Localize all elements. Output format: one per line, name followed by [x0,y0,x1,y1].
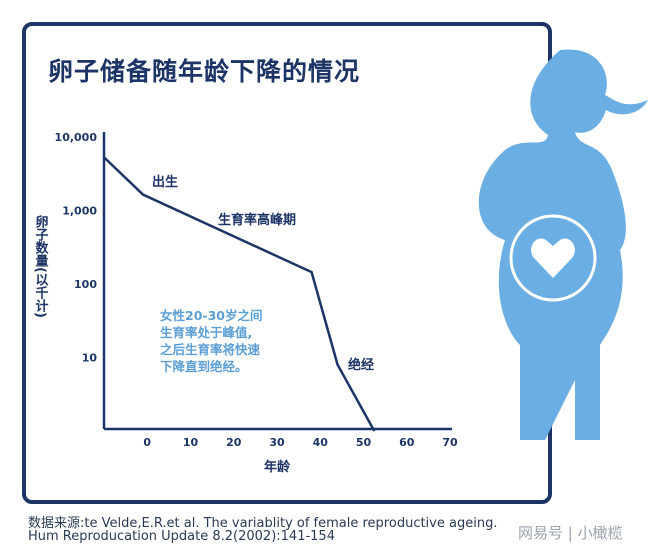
x-tick-label: 70 [442,436,458,449]
chart-title: 卵子储备随年龄下降的情况 [48,57,361,86]
annotation: 绝经 [348,357,374,373]
y-tick-label: 10 [82,352,98,365]
note-line: 之后生育率将快速 [160,342,261,357]
watermark: 网易号 | 小橄榄 [518,524,623,542]
note-line: 下降直到绝经。 [160,359,248,374]
source-line-1: 数据来源:te Velde,E.R.et al. The variablity … [28,516,498,531]
source-line-2: Hum Reproducation Update 8.2(2002):141-1… [28,529,335,544]
x-tick-label: 60 [399,436,415,449]
note-line: 生育率处于峰值, [160,325,252,340]
note-line: 女性20-30岁之间 [160,308,262,323]
y-tick-label: 1,000 [62,205,97,218]
x-tick-label: 20 [226,436,242,449]
womb-circle-icon [509,214,597,302]
heart-icon [531,238,575,278]
series-line [103,156,376,432]
annotation: 出生 [152,174,178,190]
y-tick-label: 100 [74,278,97,291]
y-axis-label: 卵子数量(以千计) [33,214,49,317]
x-axis-label: 年龄 [264,459,291,475]
x-tick-label: 30 [269,436,285,449]
x-tick-label: 50 [356,436,372,449]
x-tick-label: 40 [313,436,329,449]
annotation: 生育率高峰期 [218,212,296,228]
x-tick-label: 0 [143,436,151,449]
x-tick-label: 10 [183,436,199,449]
y-tick-label: 10,000 [55,131,98,144]
